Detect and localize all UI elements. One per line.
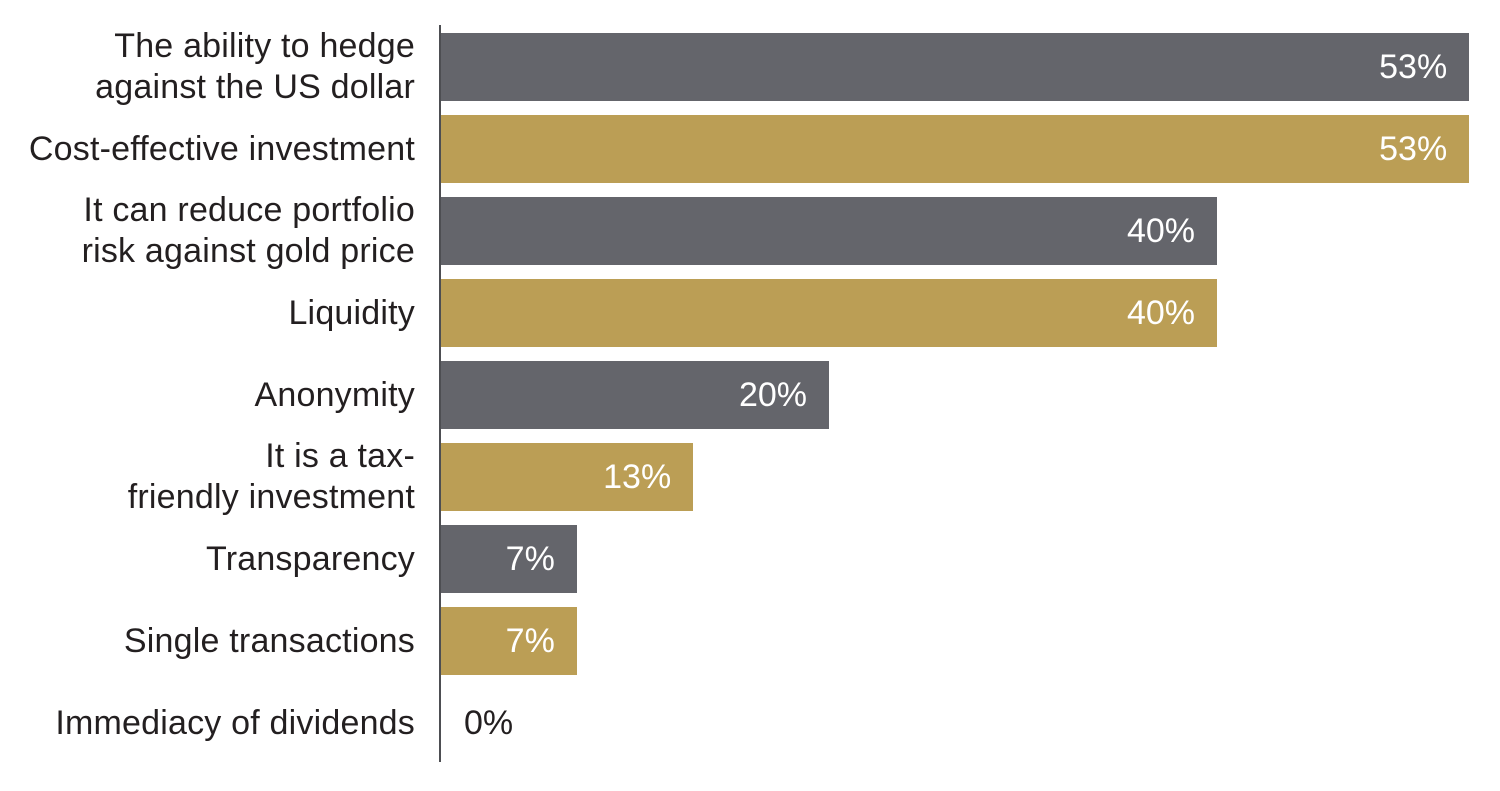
bar-row: It is a tax- friendly investment 13% xyxy=(0,436,1500,518)
bar-value-label: 20% xyxy=(738,375,807,414)
bar-row: Anonymity 20% xyxy=(0,354,1500,436)
bar-value-label: 53% xyxy=(1379,47,1448,86)
bar-area: 53% xyxy=(441,33,1500,101)
bar-area: 13% xyxy=(441,443,1500,511)
bar-row: It can reduce portfolio risk against gol… xyxy=(0,190,1500,272)
category-label: The ability to hedge against the US doll… xyxy=(95,27,415,106)
y-axis-line xyxy=(439,25,441,762)
bar-area: 40% xyxy=(441,197,1500,265)
bar-value-label: 13% xyxy=(603,457,672,496)
bar-value-label: 7% xyxy=(505,621,555,660)
bar-value-label: 40% xyxy=(1126,293,1195,332)
category-label: It can reduce portfolio risk against gol… xyxy=(81,191,415,270)
category-label: Immediacy of dividends xyxy=(55,703,415,742)
bar-row: The ability to hedge against the US doll… xyxy=(0,26,1500,108)
bar: 53% xyxy=(441,33,1470,101)
bar-row: Immediacy of dividends 0% xyxy=(0,682,1500,764)
category-label: Transparency xyxy=(205,539,415,578)
bar: 7% xyxy=(441,525,577,593)
category-label: Single transactions xyxy=(123,621,415,660)
bar: 40% xyxy=(441,279,1217,347)
bar-area: 7% xyxy=(441,525,1500,593)
category-label: Cost-effective investment xyxy=(28,129,415,168)
bar-area: 0% xyxy=(441,689,1500,757)
bar-row: Liquidity 40% xyxy=(0,272,1500,354)
bar-row: Single transactions 7% xyxy=(0,600,1500,682)
bar-area: 7% xyxy=(441,607,1500,675)
bar-area: 20% xyxy=(441,361,1500,429)
bar-row: Cost-effective investment 53% xyxy=(0,108,1500,190)
bar: 7% xyxy=(441,607,577,675)
bar-value-label: 40% xyxy=(1126,211,1195,250)
bar-area: 53% xyxy=(441,115,1500,183)
bar-value-label: 53% xyxy=(1379,129,1448,168)
category-label: Anonymity xyxy=(254,375,415,414)
bar: 13% xyxy=(441,443,694,511)
category-label: Liquidity xyxy=(288,293,415,332)
category-label: It is a tax- friendly investment xyxy=(127,437,415,516)
bar: 20% xyxy=(441,361,829,429)
bar-rows: The ability to hedge against the US doll… xyxy=(0,26,1500,764)
bar-value-label: 7% xyxy=(505,539,555,578)
bar: 0% xyxy=(441,689,513,757)
bar-area: 40% xyxy=(441,279,1500,347)
bar: 40% xyxy=(441,197,1217,265)
bar: 53% xyxy=(441,115,1470,183)
bar-value-label: 0% xyxy=(464,703,514,742)
bar-row: Transparency 7% xyxy=(0,518,1500,600)
